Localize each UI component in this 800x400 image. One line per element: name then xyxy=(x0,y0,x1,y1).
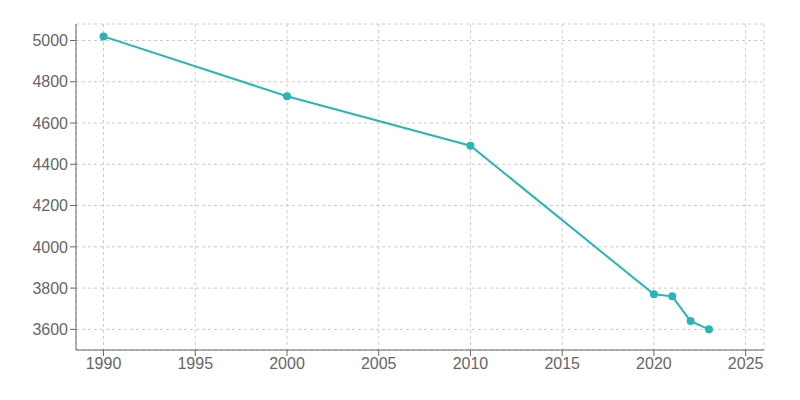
svg-text:4000: 4000 xyxy=(32,239,68,256)
svg-text:2020: 2020 xyxy=(636,355,672,372)
svg-text:1990: 1990 xyxy=(86,355,122,372)
svg-text:2025: 2025 xyxy=(728,355,764,372)
svg-text:4600: 4600 xyxy=(32,115,68,132)
svg-text:3800: 3800 xyxy=(32,280,68,297)
svg-text:3600: 3600 xyxy=(32,321,68,338)
svg-text:4200: 4200 xyxy=(32,197,68,214)
svg-text:2010: 2010 xyxy=(453,355,489,372)
svg-text:1995: 1995 xyxy=(177,355,213,372)
svg-text:2000: 2000 xyxy=(269,355,305,372)
svg-text:2005: 2005 xyxy=(361,355,397,372)
svg-text:4400: 4400 xyxy=(32,156,68,173)
svg-text:4800: 4800 xyxy=(32,73,68,90)
svg-text:2015: 2015 xyxy=(544,355,580,372)
svg-text:5000: 5000 xyxy=(32,32,68,49)
